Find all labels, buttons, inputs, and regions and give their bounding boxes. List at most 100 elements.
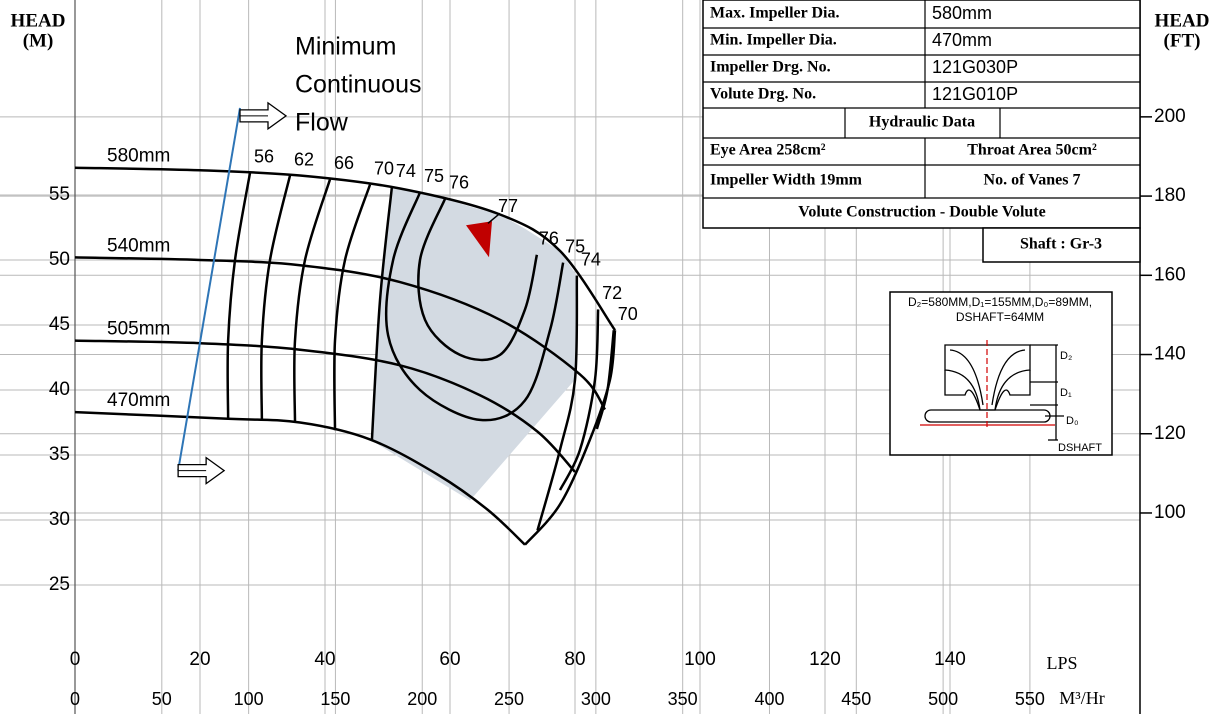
y-tick-label: 55 [49, 184, 70, 205]
y-axis-title: (M) [23, 30, 54, 51]
dimension-label: D₂ [1060, 350, 1072, 362]
contour-label: 75 [565, 236, 585, 256]
curve-label: 470mm [107, 390, 170, 411]
table-cell: Hydraulic Data [869, 114, 975, 131]
y2-tick-label: 120 [1154, 423, 1186, 444]
x2-tick-label: 500 [928, 689, 958, 709]
table-cell: Shaft : Gr-3 [1020, 236, 1102, 253]
x2-tick-label: 350 [668, 689, 698, 709]
y2-axis-title: (FT) [1164, 30, 1201, 51]
y2-tick-label: 200 [1154, 106, 1186, 127]
head-curve [74, 410, 526, 546]
x2-axis-title: M³/Hr [1059, 688, 1104, 708]
efficiency-contour [417, 198, 539, 362]
table-cell: Impeller Width 19mm [710, 172, 863, 189]
x-axis-title: LPS [1046, 653, 1077, 673]
y-tick-label: 25 [49, 574, 70, 595]
leader-line [487, 212, 501, 224]
x2-tick-label: 200 [407, 689, 437, 709]
x2-tick-label: 0 [70, 689, 80, 709]
x2-tick-label: 250 [494, 689, 524, 709]
table-cell: Throat Area 50cm² [967, 142, 1097, 159]
contour-label: 74 [396, 161, 416, 181]
contour-label: 75 [424, 166, 444, 186]
efficiency-contour [385, 191, 565, 422]
table-cell: Volute Drg. No. [710, 86, 816, 103]
y-tick-label: 45 [49, 314, 70, 335]
contour-label: 70 [374, 158, 394, 178]
impeller-diagram: D₂=580MM,D₁=155MM,D₀=89MM,DSHAFT=64MM D₂ D… [889, 291, 1113, 456]
y2-tick-label: 160 [1154, 264, 1186, 285]
x-tick-label: 120 [809, 649, 841, 670]
dimension-label: DSHAFT [1058, 442, 1102, 454]
table-cell: Min. Impeller Dia. [710, 32, 837, 49]
table-cell: 580mm [932, 3, 992, 23]
table-cell: Volute Construction - Double Volute [798, 204, 1045, 221]
contour-label: 62 [294, 149, 314, 169]
table-lines [703, 0, 1140, 199]
annotation: Minimum [295, 33, 396, 61]
table-frame [982, 227, 1141, 263]
dimension-label: D₀ [1066, 415, 1079, 427]
efficiency-contour [536, 275, 579, 531]
y2-tick-label: 140 [1154, 344, 1186, 365]
curve-label: 580mm [107, 146, 170, 167]
contour-label: 70 [618, 304, 638, 324]
x2-tick-label: 100 [234, 689, 264, 709]
head-curve [74, 256, 607, 411]
x-tick-label: 20 [189, 649, 210, 670]
table-cell: 121G010P [932, 84, 1018, 104]
x-tick-label: 80 [564, 649, 585, 670]
curve-label: 505mm [107, 319, 170, 340]
table-cell: Max. Impeller Dia. [710, 5, 839, 22]
y2-tick-label: 100 [1154, 502, 1186, 523]
head-curve [74, 166, 617, 331]
diagram-title: DSHAFT=64MM [956, 310, 1044, 324]
contour-label: 74 [581, 249, 601, 269]
diagram-frame [889, 291, 1113, 456]
x-tick-label: 60 [439, 649, 460, 670]
efficiency-contour [370, 187, 394, 441]
efficiency-contour [260, 175, 292, 420]
table-cell: No. of Vanes 7 [984, 172, 1081, 189]
diagram-title: D₂=580MM,D₁=155MM,D₀=89MM, [908, 295, 1092, 309]
x2-tick-label: 300 [581, 689, 611, 709]
efficiency-contour [333, 184, 372, 431]
x-tick-label: 40 [314, 649, 335, 670]
center-lines [920, 340, 1055, 428]
annotation: Continuous [295, 71, 421, 99]
efficiency-contour [558, 309, 600, 491]
table-cell: Eye Area 258cm² [710, 142, 826, 159]
x2-tick-label: 50 [152, 689, 172, 709]
contour-label: 76 [449, 173, 469, 193]
table-cell: 121G030P [932, 57, 1018, 77]
y2-tick-label: 180 [1154, 185, 1186, 206]
labels: 0 20 40 60 80 100 120 140 0 50 100 150 200 250 300 350 4… [11, 10, 1210, 708]
y-tick-label: 35 [49, 444, 70, 465]
x-tick-label: 100 [684, 649, 716, 670]
annotation: Flow [295, 109, 349, 137]
contour-label: 72 [602, 283, 622, 303]
contour-label: 76 [539, 229, 559, 249]
x2-tick-label: 150 [320, 689, 350, 709]
x2-tick-label: 550 [1015, 689, 1045, 709]
y-tick-label: 40 [49, 379, 70, 400]
table-cell: Impeller Drg. No. [710, 59, 831, 76]
efficiency-contour [293, 179, 332, 423]
y2-axis-title: HEAD [1155, 10, 1210, 31]
head-curve [74, 339, 576, 473]
x-tick-label: 140 [934, 649, 966, 670]
curve-label: 540mm [107, 235, 170, 256]
contour-label: 77 [498, 196, 518, 216]
spec-table: Max. Impeller Dia. 580mm Min. Impeller Dia… [702, 0, 1141, 263]
contour-label: 66 [334, 153, 354, 173]
table-frame [702, 0, 1141, 229]
efficiency-contour [226, 172, 252, 419]
x2-tick-label: 400 [754, 689, 784, 709]
envelope [524, 330, 617, 546]
y-tick-label: 50 [49, 249, 70, 270]
x-tick-label: 0 [70, 649, 81, 670]
contour-label: 56 [254, 147, 274, 167]
y-axis-title: HEAD [11, 10, 66, 31]
